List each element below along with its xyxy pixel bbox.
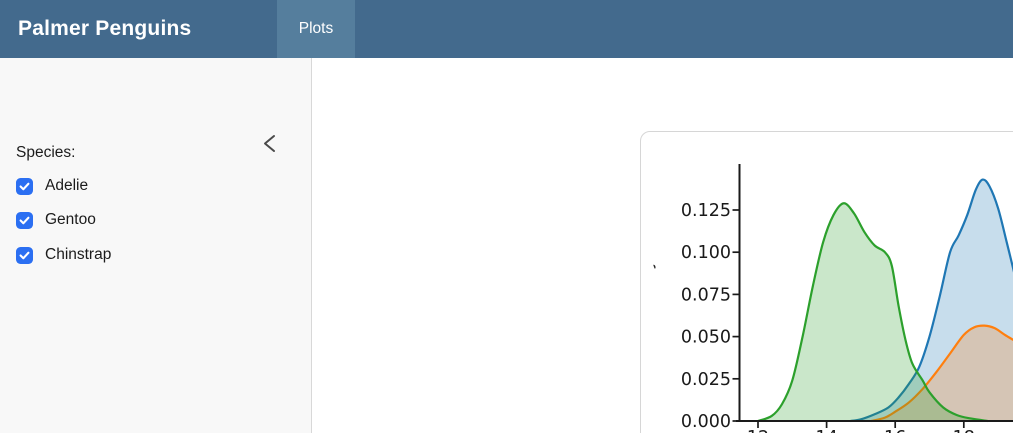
app-title: Palmer Penguins — [18, 17, 192, 40]
svg-text:0.025: 0.025 — [681, 370, 731, 390]
svg-text:12: 12 — [747, 428, 769, 433]
tab-plots[interactable]: Plots — [277, 0, 355, 58]
main-content: 1214161820220.0000.0250.0500.0750.1000.1… — [313, 58, 1013, 433]
sidebar: Species: Adelie Gentoo — [0, 58, 312, 433]
svg-text:0.075: 0.075 — [681, 285, 731, 305]
svg-text:0.050: 0.050 — [681, 328, 731, 348]
chevron-left-icon — [263, 134, 276, 156]
svg-text:0.000: 0.000 — [681, 412, 731, 432]
density-plot: 1214161820220.0000.0250.0500.0750.1000.1… — [641, 164, 1013, 433]
svg-text:14: 14 — [815, 428, 837, 433]
checkbox-label-gentoo[interactable]: Gentoo — [45, 211, 96, 228]
checkbox-chinstrap[interactable] — [16, 246, 33, 264]
check-icon — [19, 251, 30, 260]
checkbox-label-adelie[interactable]: Adelie — [45, 177, 89, 194]
sidebar-collapse-button[interactable] — [254, 130, 284, 160]
navbar: Palmer Penguins Plots — [0, 0, 1013, 58]
svg-text:0.100: 0.100 — [681, 243, 731, 263]
checkbox-label-chinstrap[interactable]: Chinstrap — [45, 246, 112, 263]
checkbox-adelie[interactable] — [16, 177, 33, 195]
plot-card: 1214161820220.0000.0250.0500.0750.1000.1… — [640, 131, 1013, 433]
svg-text:16: 16 — [884, 428, 906, 433]
species-option-gentoo: Gentoo — [16, 210, 96, 230]
species-label: Species: — [16, 144, 76, 161]
species-option-chinstrap: Chinstrap — [16, 245, 111, 265]
check-icon — [19, 216, 30, 225]
checkbox-gentoo[interactable] — [16, 211, 33, 229]
check-icon — [19, 182, 30, 191]
svg-text:18: 18 — [953, 428, 975, 433]
svg-text:0.125: 0.125 — [681, 201, 731, 221]
species-option-adelie: Adelie — [16, 176, 88, 196]
